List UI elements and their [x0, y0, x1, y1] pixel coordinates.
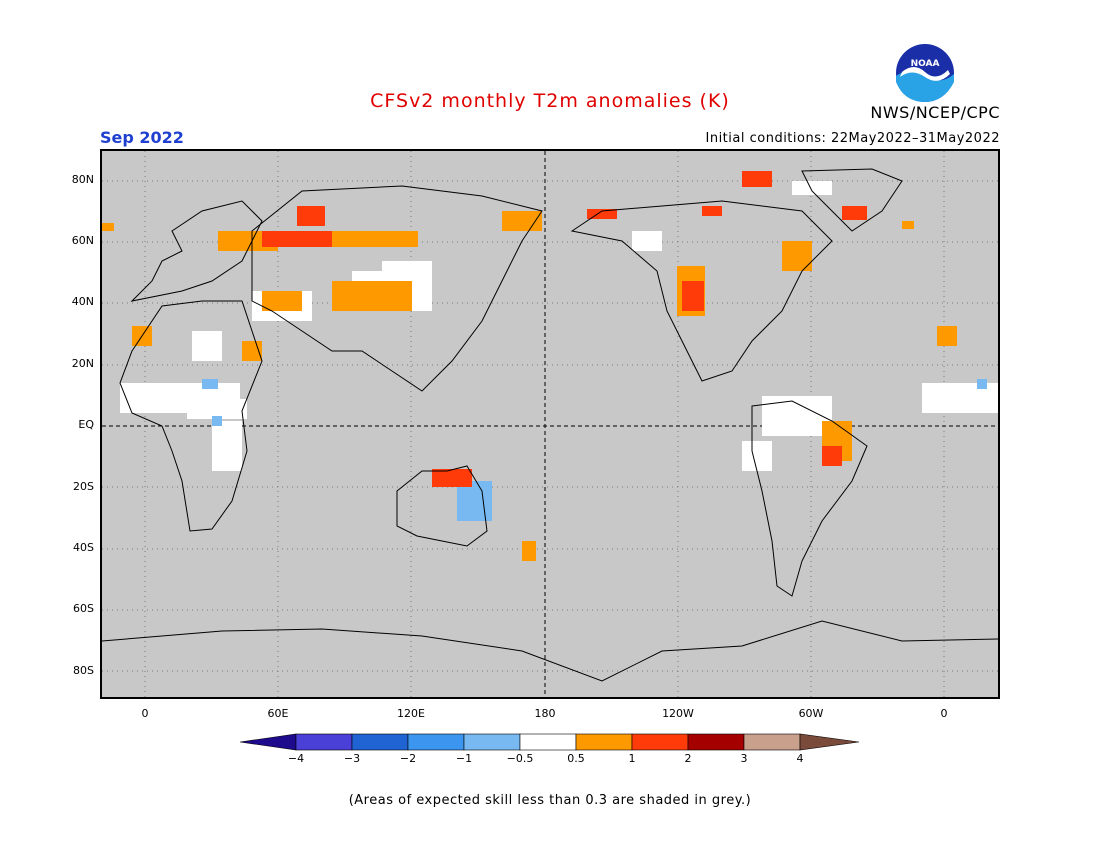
lon-label: 60E [267, 707, 289, 720]
lon-label: 60W [798, 707, 824, 720]
lon-label: 0 [940, 707, 948, 720]
lat-label: 60S [73, 602, 94, 615]
colorbar-tick: 4 [796, 752, 804, 765]
noaa-logo-icon: NOAA [895, 43, 955, 103]
lat-label: 40N [71, 295, 94, 308]
skill-footnote: (Areas of expected skill less than 0.3 a… [348, 793, 752, 808]
lon-label: 180 [534, 707, 556, 720]
colorbar-tick: −4 [287, 752, 305, 765]
colorbar-tick: −2 [399, 752, 417, 765]
colorbar-tick: −3 [343, 752, 361, 765]
anomaly-white-areas [120, 181, 998, 471]
coastlines [102, 168, 998, 682]
anomaly-blue-areas [202, 379, 987, 521]
lat-label: 80S [73, 664, 94, 677]
colorbar-tick: −1 [455, 752, 473, 765]
colorbar-tick: 2 [684, 752, 692, 765]
anomaly-red-areas [262, 171, 867, 487]
lat-label: 60N [71, 234, 94, 247]
forecast-month: Sep 2022 [100, 128, 184, 147]
equator-dateline [102, 151, 998, 697]
lat-label: 20N [71, 357, 94, 370]
lat-label: EQ [78, 418, 94, 431]
lon-label: 0 [141, 707, 149, 720]
colorbar-tick: 3 [740, 752, 748, 765]
initial-conditions: Initial conditions: 22May2022–31May2022 [705, 131, 1000, 146]
lat-label: 20S [73, 480, 94, 493]
colorbar-tick: −0.5 [506, 752, 534, 765]
colorbar-tick: 0.5 [567, 752, 585, 765]
logo-text: NOAA [911, 59, 940, 69]
agency-label: NWS/NCEP/CPC [870, 103, 1000, 122]
lon-label: 120E [397, 707, 425, 720]
map-canvas [102, 151, 998, 697]
colorbar-tick: 1 [628, 752, 636, 765]
lat-label: 40S [73, 541, 94, 554]
colorbar [240, 733, 860, 751]
lat-label: 80N [71, 173, 94, 186]
anomaly-map [100, 149, 1000, 699]
chart-title: CFSv2 monthly T2m anomalies (K) [370, 90, 730, 112]
lon-label: 120W [662, 707, 694, 720]
